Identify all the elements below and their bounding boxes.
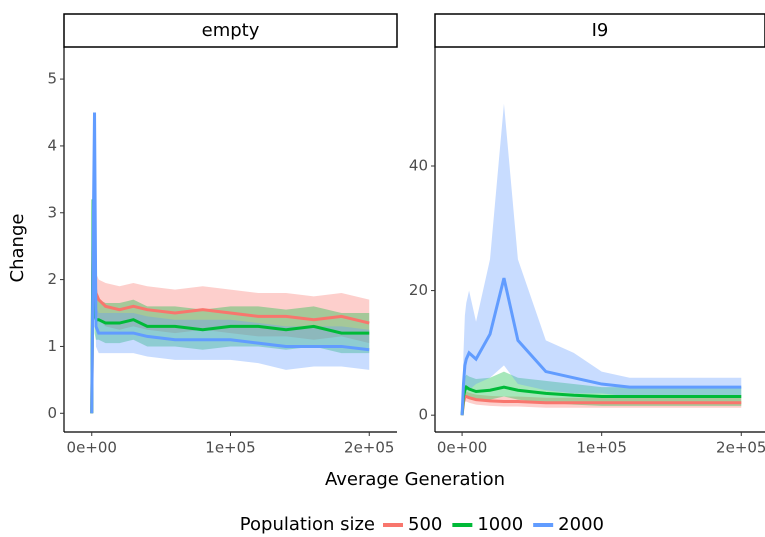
y-tick-label: 2 <box>47 270 57 288</box>
series-line <box>460 394 742 416</box>
x-tick-label: 1e+05 <box>576 439 626 457</box>
series-line <box>460 384 742 416</box>
legend-label: 1000 <box>477 514 523 535</box>
x-tick-label: 0e+00 <box>67 439 117 457</box>
x-axis-label: Average Generation <box>325 469 505 490</box>
y-tick-label: 40 <box>409 156 428 174</box>
y-tick-label: 0 <box>47 404 57 422</box>
strip-label: I9 <box>592 20 609 41</box>
ribbon <box>462 103 742 416</box>
x-tick-label: 1e+05 <box>205 439 255 457</box>
x-tick-label: 0e+00 <box>437 439 487 457</box>
ribbon <box>462 371 742 416</box>
legend-title: Population size <box>240 514 375 535</box>
strip <box>434 13 765 48</box>
y-tick-label: 1 <box>47 337 57 355</box>
y-tick-label: 0 <box>418 406 428 424</box>
strip-label: empty <box>202 20 260 41</box>
y-tick-label: 20 <box>409 281 428 299</box>
legend-label: 2000 <box>558 514 604 535</box>
y-tick-label: 3 <box>47 203 57 221</box>
ribbon <box>91 112 370 414</box>
y-tick-label: 5 <box>47 70 57 88</box>
x-tick-label: 2e+05 <box>716 439 765 457</box>
legend-label: 500 <box>408 514 442 535</box>
y-tick-label: 4 <box>47 136 57 154</box>
y-axis-label: Change <box>7 214 28 283</box>
strip <box>63 13 398 48</box>
x-tick-label: 2e+05 <box>344 439 394 457</box>
series-line <box>460 277 742 416</box>
series-line <box>90 112 370 414</box>
